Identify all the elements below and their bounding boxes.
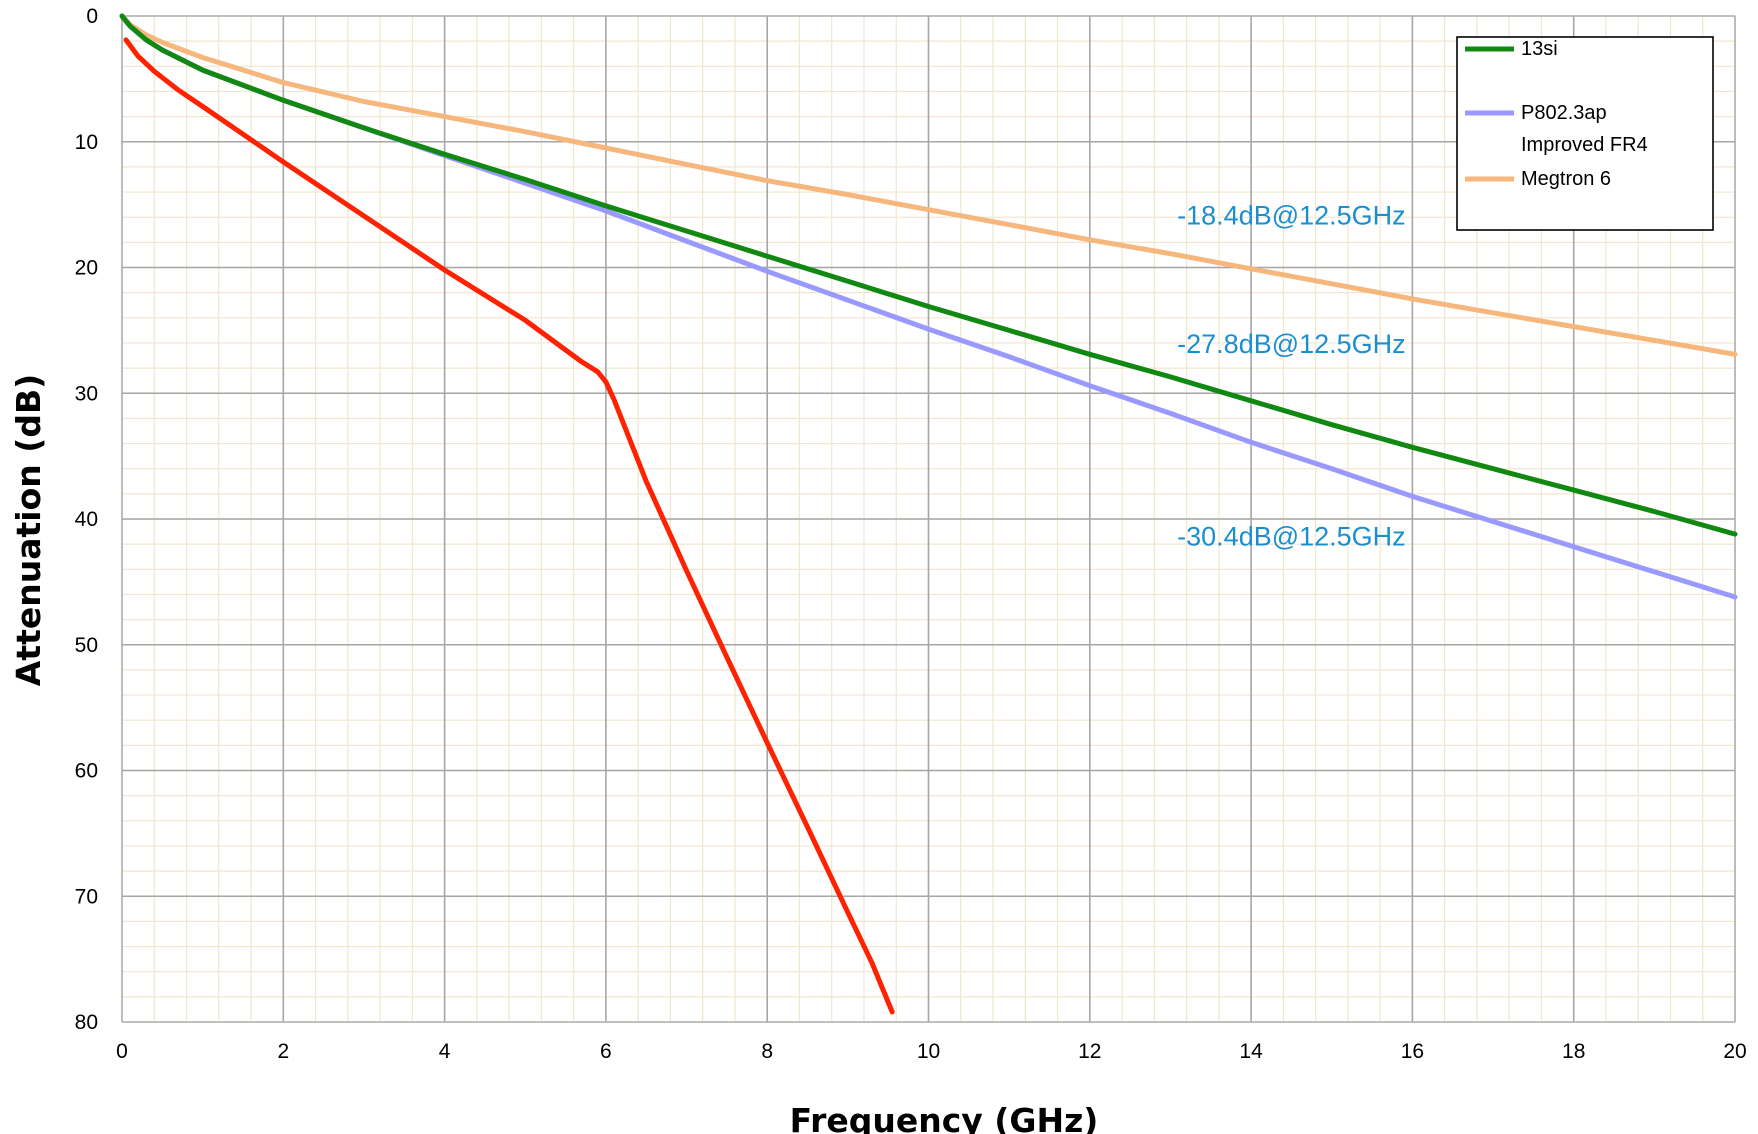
x-tick-label: 2 [277, 1040, 289, 1063]
x-tick-label: 10 [917, 1040, 940, 1063]
y-tick-label: 0 [86, 5, 98, 28]
x-tick-label: 4 [439, 1040, 451, 1063]
legend-label: P802.3ap [1521, 102, 1607, 124]
legend-label: Megtron 6 [1521, 168, 1611, 190]
x-tick-label: 12 [1078, 1040, 1101, 1063]
x-tick-labels: 0 2 4 6 8 10 12 14 16 18 20 [116, 1040, 1747, 1063]
series-line-0 [119, 13, 1738, 357]
major-grid [121, 15, 1736, 1023]
x-axis-title: Frequency (GHz) [790, 1101, 1099, 1134]
x-tick-label: 20 [1723, 1040, 1746, 1063]
x-tick-label: 14 [1239, 1040, 1263, 1063]
legend-label: 13si [1521, 38, 1558, 60]
y-tick-label: 70 [75, 885, 98, 908]
y-tick-label: 80 [75, 1011, 98, 1034]
series-line-2 [119, 13, 1738, 537]
y-axis-title: Attenuation (dB) [9, 374, 48, 686]
series-lines [119, 13, 1738, 1015]
y-tick-label: 20 [75, 257, 98, 280]
y-tick-label: 10 [75, 131, 98, 154]
y-tick-label: 50 [75, 634, 98, 657]
y-tick-label: 60 [75, 760, 98, 783]
y-tick-labels: 0 10 20 30 40 50 60 70 80 [75, 5, 98, 1034]
legend: 13si P802.3ap Improved FR4 Megtron 6 [1456, 36, 1714, 231]
x-tick-label: 6 [600, 1040, 612, 1063]
y-tick-label: 30 [75, 382, 98, 405]
x-tick-label: 18 [1562, 1040, 1585, 1063]
legend-label: Improved FR4 [1521, 134, 1648, 156]
legend-entries: 13si P802.3ap Improved FR4 Megtron 6 [1465, 38, 1648, 190]
annotation-label: -27.8dB@12.5GHz [1177, 329, 1406, 359]
annotation-label: -30.4dB@12.5GHz [1177, 521, 1406, 551]
annotation-label: -18.4dB@12.5GHz [1177, 201, 1406, 231]
x-tick-label: 16 [1401, 1040, 1424, 1063]
annotations: -18.4dB@12.5GHz -27.8dB@12.5GHz -30.4dB@12… [1177, 201, 1406, 552]
legend-box [1456, 36, 1714, 231]
x-tick-label: 8 [761, 1040, 773, 1063]
y-tick-label: 40 [75, 508, 98, 531]
plot-frame [121, 15, 1736, 1023]
series-line-3 [123, 37, 895, 1015]
x-tick-label: 0 [116, 1040, 128, 1063]
